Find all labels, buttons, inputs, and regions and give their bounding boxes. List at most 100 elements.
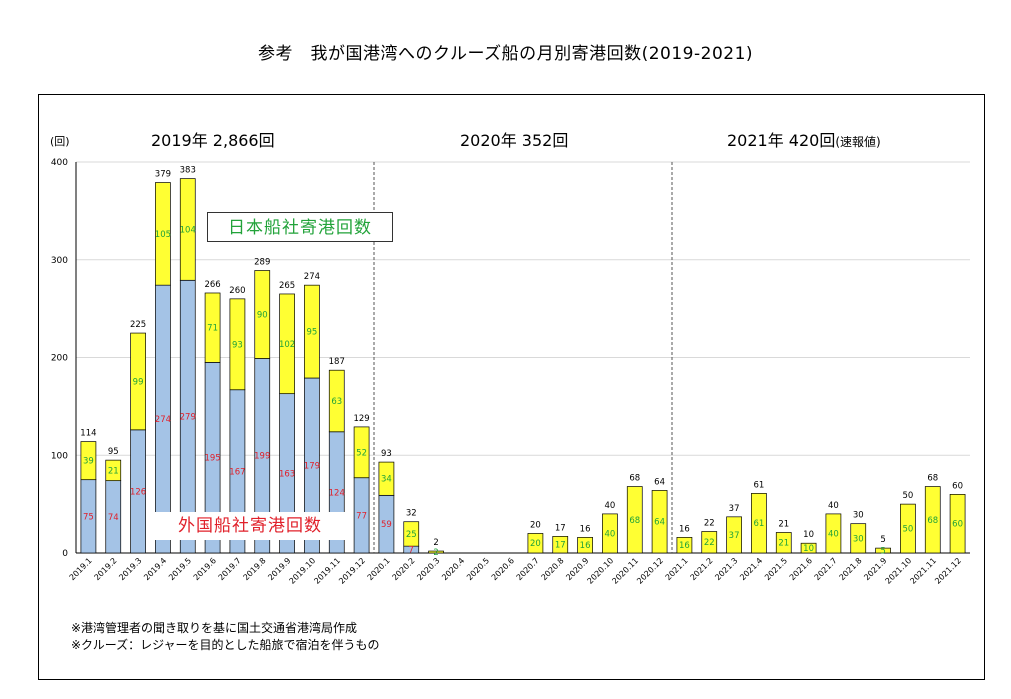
data-label-japanese: 10	[803, 544, 814, 554]
bar-japanese	[825, 513, 842, 554]
year-label-2020: 2020年 352回	[460, 131, 569, 150]
bar-japanese	[800, 542, 817, 554]
data-label-foreign: 279	[180, 413, 196, 423]
x-tick-label: 2019.2	[93, 556, 119, 582]
data-label-total: 95	[108, 447, 119, 457]
x-tick-label: 2021.7	[813, 556, 839, 582]
data-label-total: 93	[381, 449, 392, 459]
data-label-total: 61	[754, 480, 765, 490]
x-tick-label: 2020.10	[586, 556, 616, 586]
data-label-foreign: 59	[381, 520, 392, 530]
x-tick-label: 2020.11	[610, 556, 640, 586]
data-label-japanese: 25	[406, 530, 417, 540]
data-label-total: 2	[433, 538, 438, 548]
data-label-total: 68	[927, 474, 938, 484]
data-label-total: 187	[329, 357, 345, 367]
x-tick-label: 2019.11	[312, 556, 342, 586]
bar-japanese	[378, 461, 395, 496]
bar-japanese	[552, 536, 569, 554]
data-label-total: 274	[304, 272, 320, 282]
x-tick-label: 2020.5	[465, 556, 491, 582]
x-tick-label: 2019.12	[337, 556, 367, 586]
bar-japanese	[726, 516, 742, 554]
data-label-japanese: 37	[729, 531, 740, 541]
bar-japanese	[353, 426, 370, 479]
data-label-japanese: 40	[828, 529, 839, 539]
bar-japanese	[130, 332, 146, 431]
data-label-japanese: 71	[207, 324, 218, 334]
data-label-japanese: 61	[754, 519, 765, 529]
data-label-foreign: 179	[304, 462, 320, 472]
data-label-total: 129	[353, 414, 369, 424]
x-tick-label: 2021.6	[788, 556, 814, 582]
data-label-foreign: 163	[279, 469, 295, 479]
data-label-japanese: 22	[704, 538, 715, 548]
x-tick-label: 2019.4	[142, 556, 168, 582]
data-label-japanese: 21	[778, 539, 789, 549]
bar-japanese	[80, 441, 97, 481]
year-label-2021: 2021年 420回(速報値)	[727, 131, 881, 150]
data-label-total: 379	[155, 170, 171, 180]
bar-japanese	[204, 292, 221, 363]
bar-japanese	[155, 182, 171, 286]
data-label-foreign: 195	[204, 454, 220, 464]
data-label-total: 64	[654, 477, 665, 487]
data-label-japanese: 68	[629, 516, 640, 526]
x-tick-label: 2021.10	[884, 556, 914, 586]
data-label-total: 17	[555, 523, 566, 533]
data-label-total: 32	[406, 509, 417, 519]
bar-japanese	[602, 513, 618, 554]
bar-japanese	[577, 537, 593, 554]
x-tick-label: 2021.4	[738, 556, 764, 582]
bar-japanese	[701, 531, 718, 554]
data-label-foreign: 77	[356, 511, 367, 521]
data-label-japanese: 68	[927, 516, 938, 526]
y-tick-label: 100	[51, 451, 68, 461]
bar-japanese	[775, 532, 792, 554]
data-label-total: 383	[180, 166, 196, 176]
bar-japanese	[428, 550, 444, 554]
bar-japanese	[900, 503, 916, 554]
data-label-japanese: 90	[257, 310, 268, 320]
y-tick-label: 300	[51, 256, 68, 266]
data-label-total: 10	[803, 530, 814, 540]
bar-japanese	[751, 493, 767, 554]
data-label-total: 30	[853, 511, 864, 521]
data-label-japanese: 40	[605, 529, 616, 539]
x-tick-label: 2021.3	[713, 556, 739, 582]
data-label-total: 16	[580, 524, 591, 534]
data-label-japanese: 105	[155, 230, 171, 240]
x-tick-label: 2020.8	[540, 556, 566, 582]
x-tick-label: 2021.12	[933, 556, 963, 586]
bar-japanese	[105, 459, 122, 482]
legend-japanese-lines: 日本船社寄港回数	[207, 212, 393, 242]
chart-frame	[38, 94, 985, 680]
x-tick-label: 2021.1	[664, 556, 690, 582]
bar-japanese	[651, 490, 668, 554]
chart-title: 参考 我が国港湾へのクルーズ船の月別寄港回数(2019-2021)	[257, 44, 754, 64]
footnote-source: ※港湾管理者の聞き取りを基に国土交通省港湾局作成	[71, 621, 358, 635]
data-label-foreign: 167	[229, 467, 245, 477]
data-label-total: 5	[880, 535, 885, 545]
x-tick-label: 2020.3	[415, 556, 441, 582]
data-label-japanese: 52	[356, 448, 367, 458]
data-label-total: 40	[605, 501, 616, 511]
bar-japanese	[254, 270, 271, 359]
bar-japanese	[328, 369, 345, 433]
data-label-total: 40	[828, 501, 839, 511]
bar-japanese	[924, 486, 941, 554]
bar-japanese	[626, 486, 643, 554]
data-label-japanese: 39	[83, 457, 94, 467]
data-label-japanese: 21	[108, 466, 119, 476]
data-label-japanese: 16	[679, 541, 690, 551]
bar-japanese	[304, 284, 320, 379]
year-label-2019: 2019年 2,866回	[151, 131, 275, 150]
data-label-foreign: 126	[130, 487, 146, 497]
data-label-japanese: 102	[279, 340, 295, 350]
x-tick-label: 2020.4	[440, 556, 466, 582]
data-label-total: 22	[704, 518, 715, 528]
data-label-japanese: 63	[331, 397, 342, 407]
x-tick-label: 2019.6	[192, 556, 218, 582]
data-label-total: 266	[204, 280, 220, 290]
